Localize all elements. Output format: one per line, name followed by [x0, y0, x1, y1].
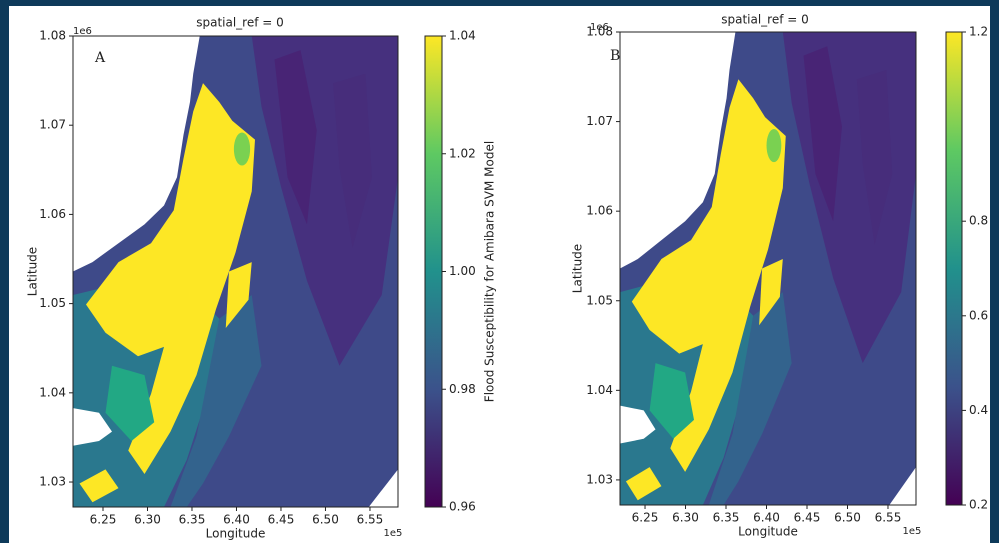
colorbar-tick-label: 0.98: [449, 382, 476, 396]
colorbar-tick-label: 1.00: [449, 264, 476, 278]
colorbar-tick-label: 0.96: [449, 500, 476, 514]
y-tick-label: 1.03: [586, 472, 613, 486]
colorbar-tick-label: 1.02: [449, 146, 476, 160]
x-tick-label: 6.35: [179, 513, 206, 527]
y-tick-label: 1.04: [39, 385, 66, 399]
y-tick-label: 1.08: [39, 29, 66, 43]
panel-title: spatial_ref = 0: [721, 13, 809, 27]
y-tick-label: 1.08: [586, 25, 613, 39]
colorbar-tick-label: 1.2: [969, 25, 988, 39]
y-tick-label: 1.06: [586, 204, 613, 218]
x-tick-label: 6.50: [834, 511, 861, 525]
colorbar-tick-label: 1.04: [449, 29, 476, 43]
x-tick-label: 6.25: [632, 511, 659, 525]
colorbar-tick-label: 0.2: [969, 498, 988, 512]
plot-frame: [72, 35, 399, 508]
x-tick-label: 6.40: [223, 513, 250, 527]
x-tick-label: 6.45: [794, 511, 821, 525]
y-tick-label: 1.05: [586, 293, 613, 307]
y-tick-label: 1.04: [586, 383, 613, 397]
x-label: Longitude: [206, 527, 266, 541]
x-offset: 1e5: [903, 526, 922, 537]
panel-title: spatial_ref = 0: [196, 16, 284, 30]
x-tick-label: 6.45: [268, 513, 295, 527]
x-tick-label: 6.55: [875, 511, 902, 525]
colorbar-tick-label: 0.8: [969, 214, 988, 228]
x-tick-label: 6.50: [312, 513, 339, 527]
y-tick-label: 1.07: [586, 114, 613, 128]
plot-frame: [619, 31, 917, 506]
x-label: Longitude: [738, 525, 798, 539]
raster-image: [620, 32, 916, 505]
colorbar-tick-label: 0.6: [969, 308, 988, 322]
colorbar-label: Flood Susceptibility for Amibara SVM Mod…: [483, 141, 497, 402]
y-label: Latitude: [571, 244, 585, 293]
x-tick-label: 6.30: [672, 511, 699, 525]
y-tick-label: 1.06: [39, 207, 66, 221]
x-tick-label: 6.30: [134, 513, 161, 527]
y-offset: 1e6: [73, 26, 92, 37]
panel-label: B: [610, 48, 620, 64]
x-tick-label: 6.35: [713, 511, 740, 525]
colorbar-tick-label: 0.4: [969, 403, 988, 417]
y-tick-label: 1.05: [39, 296, 66, 310]
x-offset: 1e5: [384, 528, 403, 539]
panel-label: A: [94, 50, 106, 66]
y-tick-label: 1.03: [39, 475, 66, 489]
y-tick-label: 1.07: [39, 118, 66, 132]
x-tick-label: 6.40: [753, 511, 780, 525]
y-label: Latitude: [26, 247, 40, 296]
raster-image: [73, 36, 398, 507]
colorbar: [945, 31, 963, 506]
x-tick-label: 6.25: [90, 513, 117, 527]
y-offset: 1e6: [590, 22, 609, 33]
colorbar: [424, 35, 443, 508]
x-tick-label: 6.55: [357, 513, 384, 527]
